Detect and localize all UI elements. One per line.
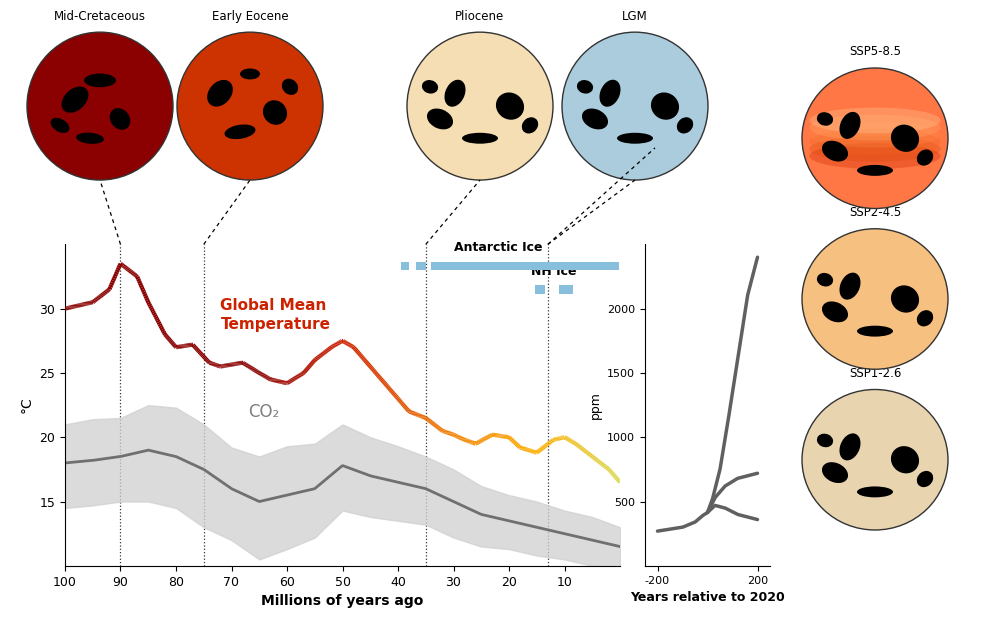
Text: Global Mean
Temperature: Global Mean Temperature — [220, 298, 330, 332]
Text: Early Eocene: Early Eocene — [212, 10, 288, 23]
Text: SSP5-8.5: SSP5-8.5 — [849, 46, 901, 59]
X-axis label: Years relative to 2020: Years relative to 2020 — [630, 591, 785, 604]
Bar — [416, 262, 426, 271]
Text: NH Ice: NH Ice — [531, 265, 577, 278]
Y-axis label: ppm: ppm — [589, 391, 602, 419]
Text: Pliocene: Pliocene — [455, 10, 505, 23]
Text: Antarctic Ice: Antarctic Ice — [454, 241, 542, 254]
Text: SSP1-2.6: SSP1-2.6 — [849, 367, 901, 380]
Bar — [535, 285, 545, 293]
Y-axis label: °C: °C — [20, 397, 34, 413]
Bar — [559, 285, 573, 293]
X-axis label: Millions of years ago: Millions of years ago — [261, 594, 424, 608]
Text: Mid-Cretaceous: Mid-Cretaceous — [54, 10, 146, 23]
Text: CO₂: CO₂ — [248, 403, 279, 421]
Text: SSP2-4.5: SSP2-4.5 — [849, 206, 901, 219]
Bar — [431, 262, 619, 271]
Text: LGM: LGM — [622, 10, 648, 23]
Bar — [401, 262, 409, 271]
